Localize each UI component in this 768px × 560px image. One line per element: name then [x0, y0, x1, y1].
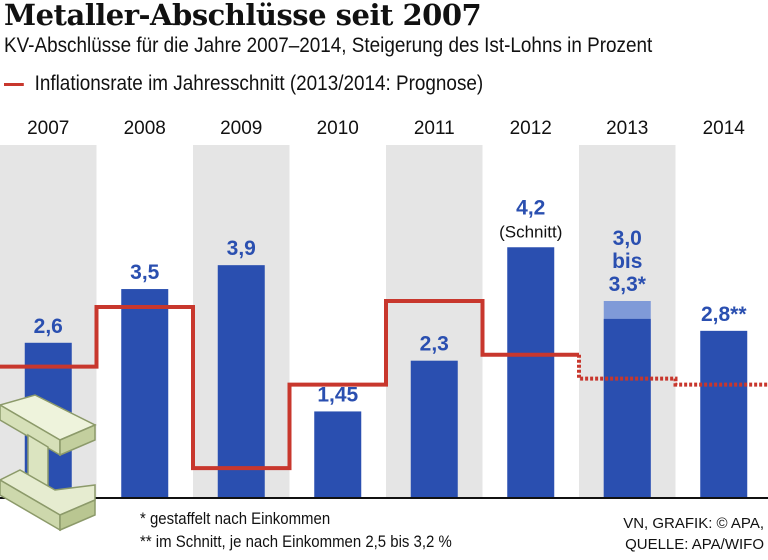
- source-line-1: VN, GRAFIK: © APA,: [623, 515, 764, 532]
- data-label: 2,8**: [701, 303, 747, 326]
- year-label: 2010: [317, 118, 359, 139]
- data-label: 2,3: [420, 333, 449, 356]
- year-label: 2013: [606, 118, 648, 139]
- data-label: (Schnitt): [499, 222, 562, 241]
- year-label: 2009: [220, 118, 262, 139]
- chart-title: Metaller-Abschlüsse seit 2007: [4, 0, 482, 32]
- data-label: 3,3*: [609, 273, 647, 296]
- data-label: 3,0: [613, 227, 642, 250]
- data-label: 1,45: [317, 383, 358, 406]
- bar: [507, 247, 555, 498]
- legend: Inflationsrate im Jahresschnitt (2013/20…: [4, 72, 483, 96]
- chart-subtitle: KV-Abschlüsse für die Jahre 2007–2014, S…: [4, 34, 653, 57]
- beam-face: [59, 498, 96, 532]
- steel-beam-icon: [0, 394, 97, 532]
- bar: [700, 330, 748, 498]
- inflation-line: [0, 298, 579, 471]
- footnote-2: ** im Schnitt, je nach Einkommen 2,5 bis…: [140, 532, 452, 551]
- legend-swatch: [4, 82, 24, 86]
- year-label: 2012: [510, 118, 552, 139]
- bar: [603, 318, 651, 498]
- bar: [410, 360, 458, 498]
- year-label: 2011: [414, 118, 455, 139]
- data-label: bis: [612, 250, 642, 273]
- footnote-1: * gestaffelt nach Einkommen: [140, 509, 331, 528]
- inflation-forecast-line: [577, 354, 768, 387]
- year-label: 2008: [124, 118, 166, 139]
- data-label: 3,9: [227, 237, 256, 260]
- data-label: 4,2: [516, 196, 545, 219]
- year-label: 2007: [27, 118, 69, 139]
- source-line-2: QUELLE: APA/WIFO: [625, 536, 764, 553]
- bar: [121, 289, 169, 498]
- data-label: 2,6: [34, 315, 63, 338]
- bar: [314, 411, 362, 498]
- year-label: 2014: [703, 118, 746, 139]
- legend-label: Inflationsrate im Jahresschnitt (2013/20…: [34, 72, 484, 95]
- data-label: 3,5: [130, 261, 160, 284]
- beam-face: [59, 423, 96, 457]
- bar: [217, 265, 265, 498]
